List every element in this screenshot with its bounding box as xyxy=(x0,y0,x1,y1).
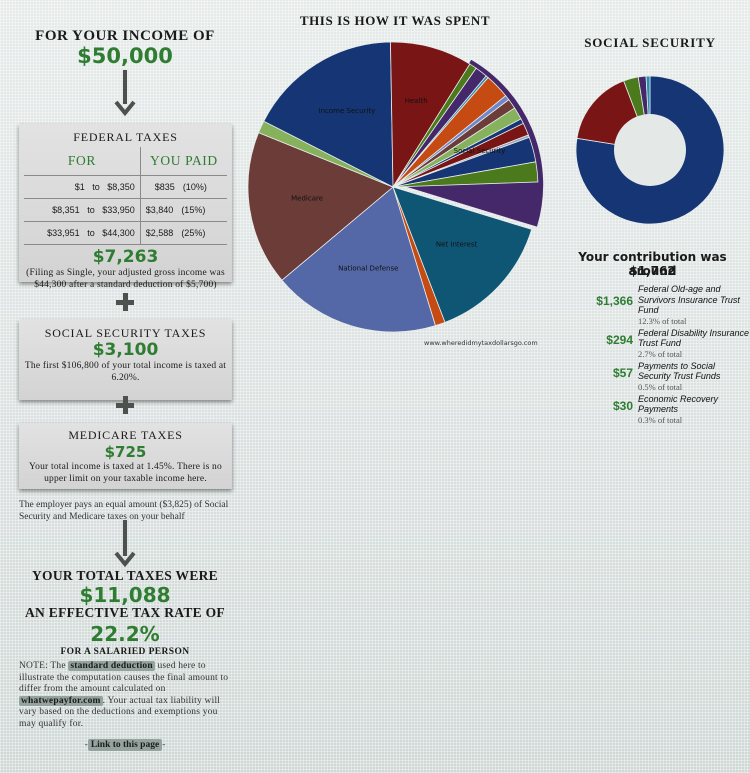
plus-icon xyxy=(115,395,135,415)
salaried-label: FOR A SALARIED PERSON xyxy=(60,647,190,657)
slice-label: Income Security xyxy=(319,107,376,115)
income-label: FOR YOUR INCOME OF xyxy=(35,28,215,44)
bracket-to: $33,950 xyxy=(102,205,135,215)
medicare-taxes-value: $725 xyxy=(104,443,147,461)
slice-label: National Defense xyxy=(338,264,398,272)
bracket-paid: $835 xyxy=(154,182,175,192)
down-arrow-icon xyxy=(114,520,136,567)
bracket-rate: (15%) xyxy=(181,205,206,215)
ss-item-desc: Economic Recovery Payments xyxy=(638,393,719,415)
table-row: $33,951 to $44,300 $2,588 (25%) xyxy=(24,221,227,245)
list-item: $1,366 Federal Old-age and Survivors Ins… xyxy=(585,284,750,326)
slice-label: Medicare xyxy=(291,195,323,203)
pie-title: THIS IS HOW IT WAS SPENT xyxy=(299,13,491,28)
ss-taxes-value: $3,100 xyxy=(92,340,159,360)
ss-item-pct: 0.3% of total xyxy=(638,414,683,425)
down-arrow-icon xyxy=(114,70,136,116)
table-row: $1 to $8,350 $835 (10%) xyxy=(24,175,227,199)
federal-taxes-title: FEDERAL TAXES xyxy=(73,130,178,144)
ss-item-desc: Payments to Social Security Trust Funds xyxy=(638,360,721,382)
list-item: $57 Payments to Social Security Trust Fu… xyxy=(585,361,750,392)
social-security-breakdown-list: $1,366 Federal Old-age and Survivors Ins… xyxy=(585,284,750,427)
pie-slice xyxy=(247,132,394,281)
pie-slice xyxy=(392,186,533,323)
permalink-wrap: - Link to this page - xyxy=(0,739,250,751)
social-security-donut-chart xyxy=(575,75,725,225)
bracket-rate: (25%) xyxy=(181,228,206,238)
pie-slice xyxy=(263,41,394,188)
bracket-from: $33,951 xyxy=(47,228,80,238)
medicare-taxes-title: MEDICARE TAXES xyxy=(68,428,183,442)
bracket-to-word: to xyxy=(87,228,95,238)
bracket-rate: (10%) xyxy=(182,182,207,192)
federal-taxes-card: FEDERAL TAXES FOR YOU PAID $1 to $8,350 … xyxy=(19,124,232,290)
bracket-from: $1 xyxy=(74,182,85,192)
ss-item-amount: $57 xyxy=(612,365,633,380)
social-security-taxes-card: SOCIAL SECURITY TAXES $3,100 The first $… xyxy=(19,320,232,400)
whatwepayfor-link[interactable]: whatwepayfor.com xyxy=(19,695,103,706)
dash: - xyxy=(84,740,88,750)
pie-slice xyxy=(390,41,471,189)
dash: - xyxy=(162,740,166,750)
effective-rate-label: AN EFFECTIVE TAX RATE OF xyxy=(25,605,225,620)
ss-item-pct: 2.7% of total xyxy=(638,348,683,359)
slice-label: Health xyxy=(405,97,428,105)
note-suffix: . Your actual tax liability will vary ba… xyxy=(19,695,221,729)
note-prefix: NOTE: The xyxy=(19,661,66,671)
donut-hole xyxy=(614,114,686,186)
spending-pie-chart: Social Security Net Interest National Defe… xyxy=(247,41,544,333)
bracket-paid: $3,840 xyxy=(145,205,174,215)
bracket-from: $8,351 xyxy=(52,205,80,215)
contribution-value: $1,762 xyxy=(629,264,676,278)
total-taxes-label: YOUR TOTAL TAXES WERE xyxy=(32,568,218,583)
slice-label: Net Interest xyxy=(436,240,478,248)
federal-note: (Filing as Single, your adjusted gross i… xyxy=(26,268,225,290)
pie-slice xyxy=(281,186,436,333)
total-taxes-value: $11,088 xyxy=(79,583,171,607)
ss-item-pct: 0.5% of total xyxy=(638,381,683,392)
employer-note: The employer pays an equal amount ($3,82… xyxy=(19,500,229,522)
ss-item-amount: $1,366 xyxy=(596,294,633,308)
bracket-to-word: to xyxy=(92,182,100,192)
federal-brackets-table: FOR YOU PAID $1 to $8,350 $835 (10%) $8,3… xyxy=(24,147,227,245)
medicare-taxes-card: MEDICARE TAXES $725 Your total income is… xyxy=(19,423,232,489)
social-security-title: SOCIAL SECURITY xyxy=(584,35,716,50)
bracket-paid: $2,588 xyxy=(145,228,174,238)
source-watermark: www.wheredidmytaxdollarsgo.com xyxy=(424,339,538,347)
bracket-to: $8,350 xyxy=(107,182,135,192)
plus-icon xyxy=(115,292,135,312)
ss-item-desc: Federal Disability Insurance Trust Fund xyxy=(638,327,750,349)
table-row: $8,351 to $33,950 $3,840 (15%) xyxy=(24,198,227,222)
link-to-this-page[interactable]: Link to this page xyxy=(87,739,163,751)
ss-taxes-title: SOCIAL SECURITY TAXES xyxy=(44,326,207,340)
note-middle: used here to illustrate the computation … xyxy=(19,661,229,694)
effective-rate-value: 22.2% xyxy=(90,622,160,646)
standard-deduction-link[interactable]: standard deduction xyxy=(68,661,155,671)
pie-slice xyxy=(392,161,539,188)
list-item: $30 Economic Recovery Payments 0.3% of t… xyxy=(585,394,750,425)
disclaimer-note: NOTE: The standard deduction used here t… xyxy=(19,661,234,730)
ss-item-desc: Federal Old-age and Survivors Insurance … xyxy=(638,284,740,315)
list-item: $294 Federal Disability Insurance Trust … xyxy=(585,328,750,359)
bracket-to: $44,300 xyxy=(102,228,135,238)
ss-item-amount: $30 xyxy=(612,398,633,413)
slice-label: Social Security xyxy=(454,147,506,155)
contribution-label: Your contribution was around xyxy=(578,250,727,278)
col-paid-header: YOU PAID xyxy=(150,153,218,168)
medicare-taxes-note: Your total income is taxed at 1.45%. The… xyxy=(29,462,222,484)
income-value: $50,000 xyxy=(77,44,173,68)
ss-item-amount: $294 xyxy=(606,332,633,347)
bracket-to-word: to xyxy=(87,205,95,215)
ss-taxes-note: The first $106,800 of your total income … xyxy=(24,361,227,383)
ss-item-pct: 12.3% of total xyxy=(638,315,687,326)
federal-total: $7,263 xyxy=(92,247,159,267)
col-for-header: FOR xyxy=(24,147,141,176)
